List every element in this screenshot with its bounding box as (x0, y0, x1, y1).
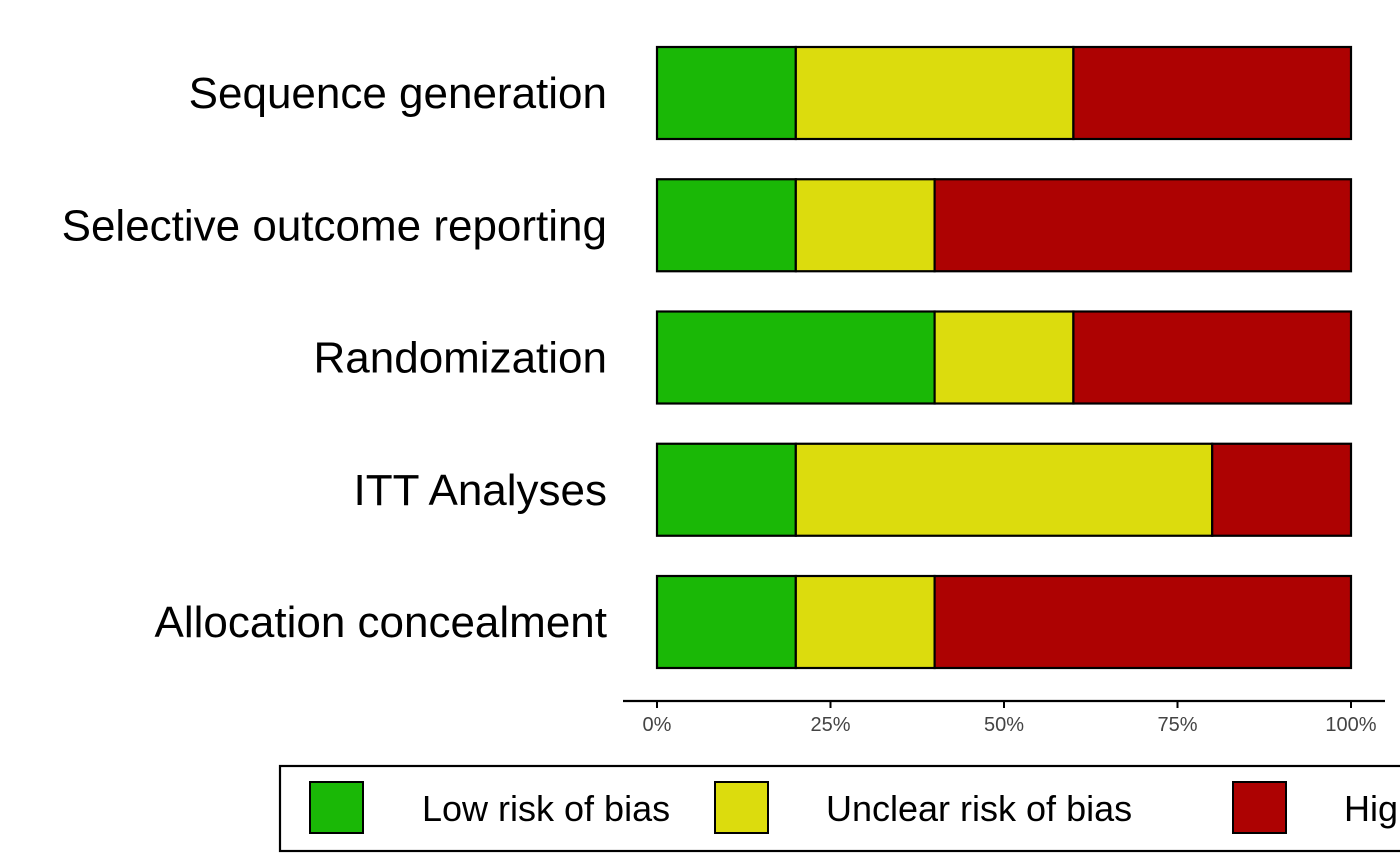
category-label: Randomization (314, 334, 608, 383)
legend-swatch (1232, 781, 1287, 834)
bar-segment (1211, 442, 1353, 537)
legend-label: High risk of bias (1344, 788, 1400, 829)
legend-box (278, 764, 1400, 853)
bar-segment (933, 310, 1075, 405)
x-tick-label: 25% (810, 714, 850, 736)
bar-segment (794, 45, 1075, 141)
bar-segment (794, 178, 936, 273)
bar-segment (655, 574, 797, 670)
x-tick-label: 100% (1325, 714, 1376, 736)
x-axis: 0% 25% 50% 75% 100% (623, 699, 1385, 736)
legend-label: Low risk of bias (422, 788, 670, 829)
bar-segment (794, 574, 936, 670)
bars (655, 45, 1353, 670)
bar-segment (1072, 310, 1353, 405)
bar-segment (655, 45, 797, 141)
bar-segment (933, 574, 1353, 670)
bar-segment (933, 178, 1353, 273)
bar-segment (794, 442, 1214, 537)
category-label: Allocation concealment (155, 598, 607, 647)
bar-segment (1072, 45, 1353, 141)
bar-segment (655, 178, 797, 273)
category-label: ITT Analyses (353, 466, 607, 515)
x-tick-label: 75% (1157, 714, 1197, 736)
x-tick-label: 50% (984, 714, 1024, 736)
legend-swatch (309, 781, 364, 834)
bar-segment (655, 310, 936, 405)
category-label: Sequence generation (189, 69, 607, 118)
category-labels: Sequence generation Selective outcome rep… (62, 69, 607, 647)
bar-segment (655, 442, 797, 537)
legend-swatch (714, 781, 769, 834)
legend-label: Unclear risk of bias (826, 788, 1132, 829)
legend: Low risk of bias Unclear risk of bias High… (278, 764, 1400, 853)
x-tick-label: 0% (643, 714, 672, 736)
category-label: Selective outcome reporting (62, 201, 607, 250)
